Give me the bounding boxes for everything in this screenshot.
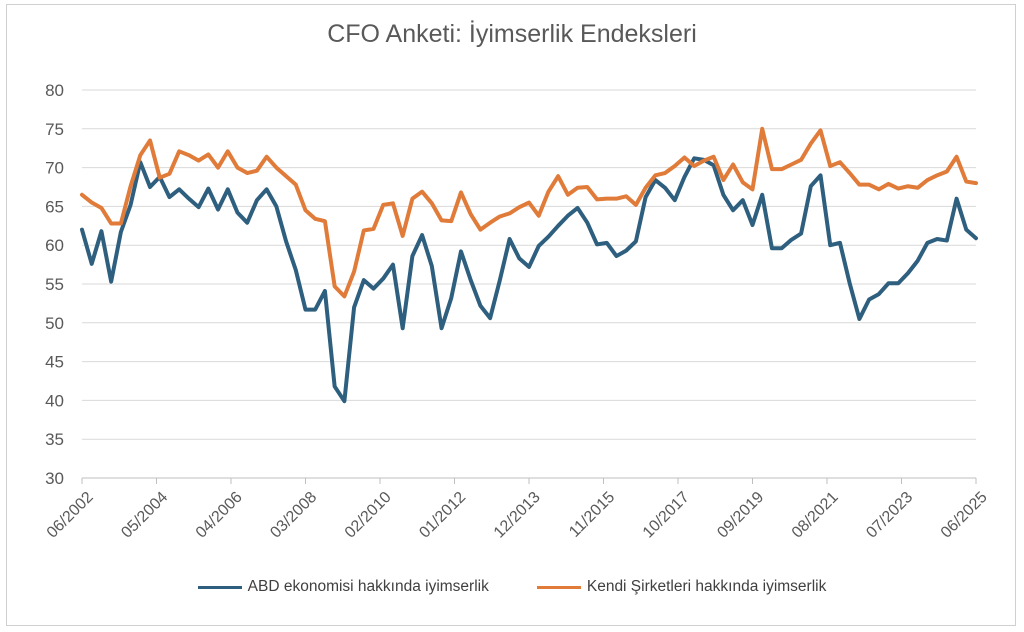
legend: ABD ekonomisi hakkında iyimserlik Kendi …: [0, 578, 1024, 596]
x-tick-label-8: 10/2017: [640, 489, 693, 542]
y-tick-label-30: 30: [45, 469, 64, 488]
y-tick-label-55: 55: [45, 275, 64, 294]
x-tick-label-11: 07/2023: [863, 489, 916, 542]
x-tick-label-3: 03/2008: [267, 489, 320, 542]
y-axis-tick-labels: 30 35 40 45 50 55 60 65 70 75 80: [45, 81, 64, 488]
chart-title: CFO Anketi: İyimserlik Endeksleri: [327, 20, 697, 48]
chart-frame: [6, 4, 1016, 626]
y-tick-label-40: 40: [45, 391, 64, 410]
x-tick-label-5: 01/2012: [416, 489, 469, 542]
x-tick-label-7: 11/2015: [566, 489, 618, 541]
y-tick-label-80: 80: [45, 81, 64, 100]
legend-item-companies: Kendi Şirketleri hakkında iyimserlik: [536, 578, 827, 596]
legend-item-economy: ABD ekonomisi hakkında iyimserlik: [197, 578, 489, 596]
legend-label-companies: Kendi Şirketleri hakkında iyimserlik: [586, 578, 827, 595]
y-tick-label-35: 35: [45, 430, 64, 449]
x-tick-label-2: 04/2006: [193, 489, 246, 542]
x-axis: [81, 477, 977, 484]
series-lines: [80, 126, 978, 404]
x-tick-label-4: 02/2010: [342, 489, 395, 542]
legend-swatch-companies: [536, 585, 581, 589]
x-tick-label-0: 06/2002: [44, 489, 97, 542]
x-tick-label-1: 05/2004: [118, 489, 171, 542]
y-tick-label-50: 50: [45, 314, 64, 333]
legend-label-economy: ABD ekonomisi hakkında iyimserlik: [247, 578, 489, 595]
series-line-economy: [80, 156, 978, 404]
gridlines: [82, 89, 976, 440]
series-line-companies: [80, 126, 978, 299]
x-tick-label-9: 09/2019: [714, 489, 767, 542]
x-axis-tick-labels: 06/2002 05/2004 04/2006 03/2008 02/2010 01/20…: [44, 489, 991, 542]
x-tick-label-6: 12/2013: [491, 489, 544, 542]
y-tick-label-65: 65: [45, 197, 64, 216]
legend-swatch-economy: [197, 585, 242, 589]
y-tick-label-75: 75: [45, 120, 64, 139]
y-tick-label-70: 70: [45, 159, 64, 178]
y-tick-label-60: 60: [45, 236, 64, 255]
x-tick-label-10: 08/2021: [789, 489, 842, 542]
x-tick-label-12: 06/2025: [938, 489, 991, 542]
y-tick-label-45: 45: [45, 353, 64, 372]
